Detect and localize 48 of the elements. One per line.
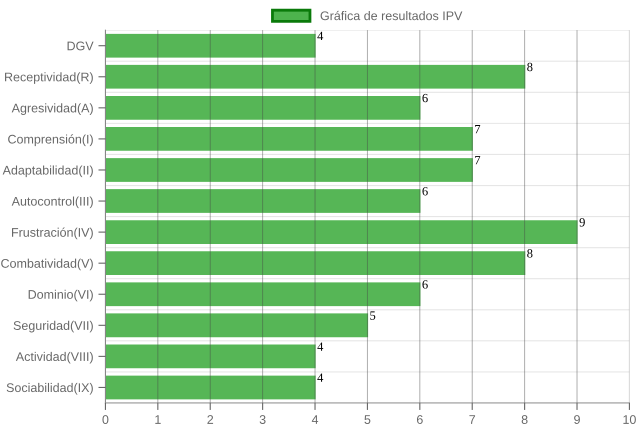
data-label: 5: [370, 311, 376, 320]
data-label: 4: [317, 342, 324, 351]
x-tick-label: 6: [416, 415, 423, 424]
x-tick-label: 10: [623, 415, 636, 424]
bar: [105, 158, 473, 182]
y-tick-label: Adaptabilidad(II): [2, 165, 93, 178]
data-label: 9: [580, 218, 585, 227]
x-tick-label: 4: [312, 415, 318, 424]
y-tick-label: Comprensión(I): [8, 134, 93, 146]
x-tick-label: 9: [574, 415, 580, 424]
bar: [105, 344, 316, 368]
x-tick-label: 3: [260, 415, 266, 424]
data-label: 7: [475, 125, 480, 134]
x-tick-label: 8: [522, 415, 528, 424]
data-label: 6: [422, 187, 428, 196]
bar: [105, 376, 316, 400]
bar: [105, 313, 368, 338]
legend-label: Gráfica de resultados IPV: [320, 10, 462, 20]
y-tick-label: Actividad(VIII): [16, 352, 93, 364]
x-tick-label: 1: [155, 415, 161, 424]
bar: [105, 189, 421, 213]
data-label: 7: [475, 156, 480, 164]
data-label: 6: [422, 280, 428, 289]
data-label: 8: [527, 249, 532, 258]
bar: [105, 220, 578, 244]
data-label: 4: [317, 32, 324, 40]
bar: [105, 34, 316, 58]
y-tick-label: Autocontrol(III): [12, 196, 93, 208]
x-tick-label: 7: [469, 415, 476, 424]
y-tick-label: Agresividad(A): [12, 103, 93, 115]
y-tick-label: Combatividad(V): [1, 258, 93, 270]
bar: [105, 127, 473, 151]
data-label: 6: [422, 94, 428, 102]
x-tick-label: 2: [207, 415, 214, 424]
bar: [105, 282, 421, 306]
y-tick-label: Frustración(IV): [12, 228, 93, 240]
y-tick-label: Seguridad(VII): [14, 320, 93, 332]
bar: [105, 251, 526, 276]
data-label: 4: [317, 374, 324, 382]
y-tick-label: Sociabilidad(IX): [6, 382, 93, 395]
data-label: 8: [527, 62, 532, 72]
y-tick-label: Dominio(VI): [28, 290, 93, 302]
bar: [105, 96, 421, 120]
x-tick-label: 0: [102, 415, 108, 424]
y-tick-label: DGV: [68, 42, 94, 50]
x-tick-label: 5: [364, 415, 370, 424]
bar: [105, 64, 526, 89]
y-tick-label: Receptividad(R): [5, 72, 93, 84]
